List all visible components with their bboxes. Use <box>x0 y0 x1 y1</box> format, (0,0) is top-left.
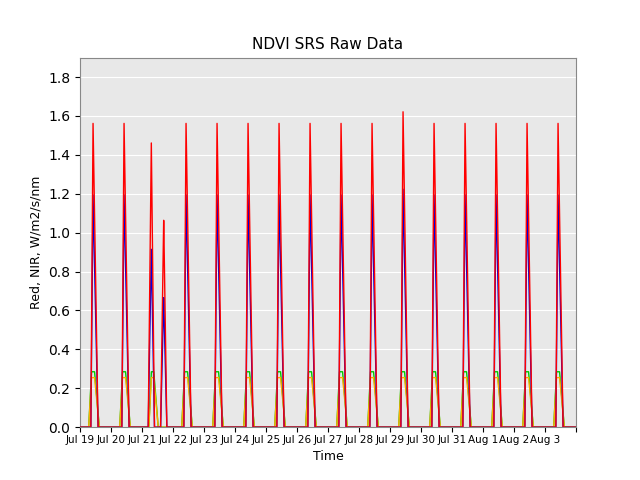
X-axis label: Time: Time <box>312 450 344 463</box>
Y-axis label: Red, NIR, W/m2/s/nm: Red, NIR, W/m2/s/nm <box>29 176 43 309</box>
Title: NDVI SRS Raw Data: NDVI SRS Raw Data <box>252 37 404 52</box>
